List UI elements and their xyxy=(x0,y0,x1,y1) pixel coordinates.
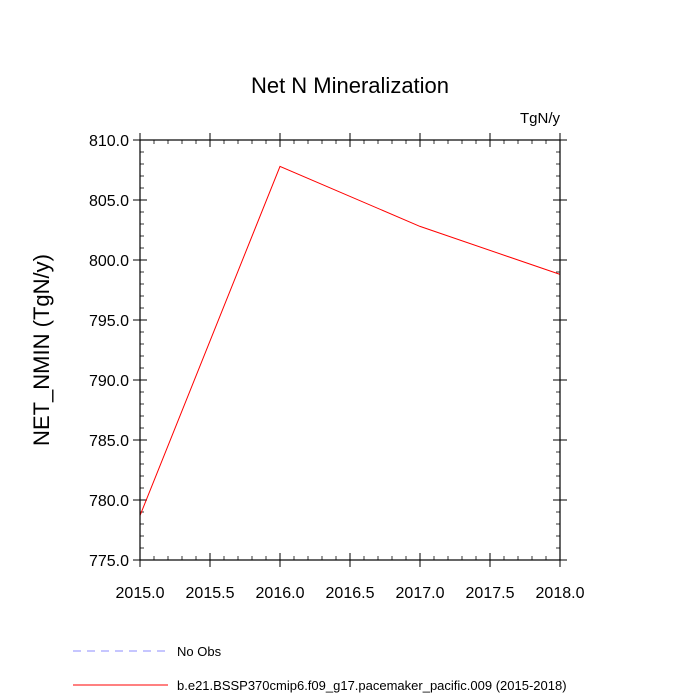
y-axis-label: NET_NMIN (TgN/y) xyxy=(29,254,54,446)
minor-ticks xyxy=(140,140,560,560)
plot-frame xyxy=(139,139,561,561)
legend-label-model: b.e21.BSSP370cmip6.f09_g17.pacemaker_pac… xyxy=(177,678,567,693)
y-tick-label: 780.0 xyxy=(89,493,129,510)
series-line-0 xyxy=(139,165,561,516)
major-ticks xyxy=(133,133,567,567)
x-tick-label: 2018.0 xyxy=(536,585,585,602)
x-tick-label: 2016.0 xyxy=(256,585,305,602)
x-tick-labels: 2015.0 2015.5 2016.0 2016.5 2017.0 2017.5 2018… xyxy=(116,585,585,602)
legend-label-no-obs: No Obs xyxy=(177,644,222,659)
x-tick-label: 2017.5 xyxy=(466,585,515,602)
y-tick-label: 795.0 xyxy=(89,313,129,330)
x-tick-label: 2015.0 xyxy=(116,585,165,602)
chart-title: Net N Mineralization xyxy=(251,73,449,98)
units-label: TgN/y xyxy=(520,110,561,127)
series-layer xyxy=(139,165,561,516)
y-tick-label: 775.0 xyxy=(89,553,129,570)
y-tick-label: 785.0 xyxy=(89,433,129,450)
y-tick-labels: 775.0 780.0 785.0 790.0 795.0 800.0 805.0 810.0 xyxy=(89,133,129,570)
y-tick-label: 805.0 xyxy=(89,193,129,210)
y-tick-label: 790.0 xyxy=(89,373,129,390)
x-tick-label: 2016.5 xyxy=(326,585,375,602)
y-tick-label: 800.0 xyxy=(89,253,129,270)
legend: No Obs b.e21.BSSP370cmip6.f09_g17.pacema… xyxy=(73,644,567,693)
y-tick-label: 810.0 xyxy=(89,133,129,150)
x-tick-label: 2017.0 xyxy=(396,585,445,602)
x-tick-label: 2015.5 xyxy=(186,585,235,602)
